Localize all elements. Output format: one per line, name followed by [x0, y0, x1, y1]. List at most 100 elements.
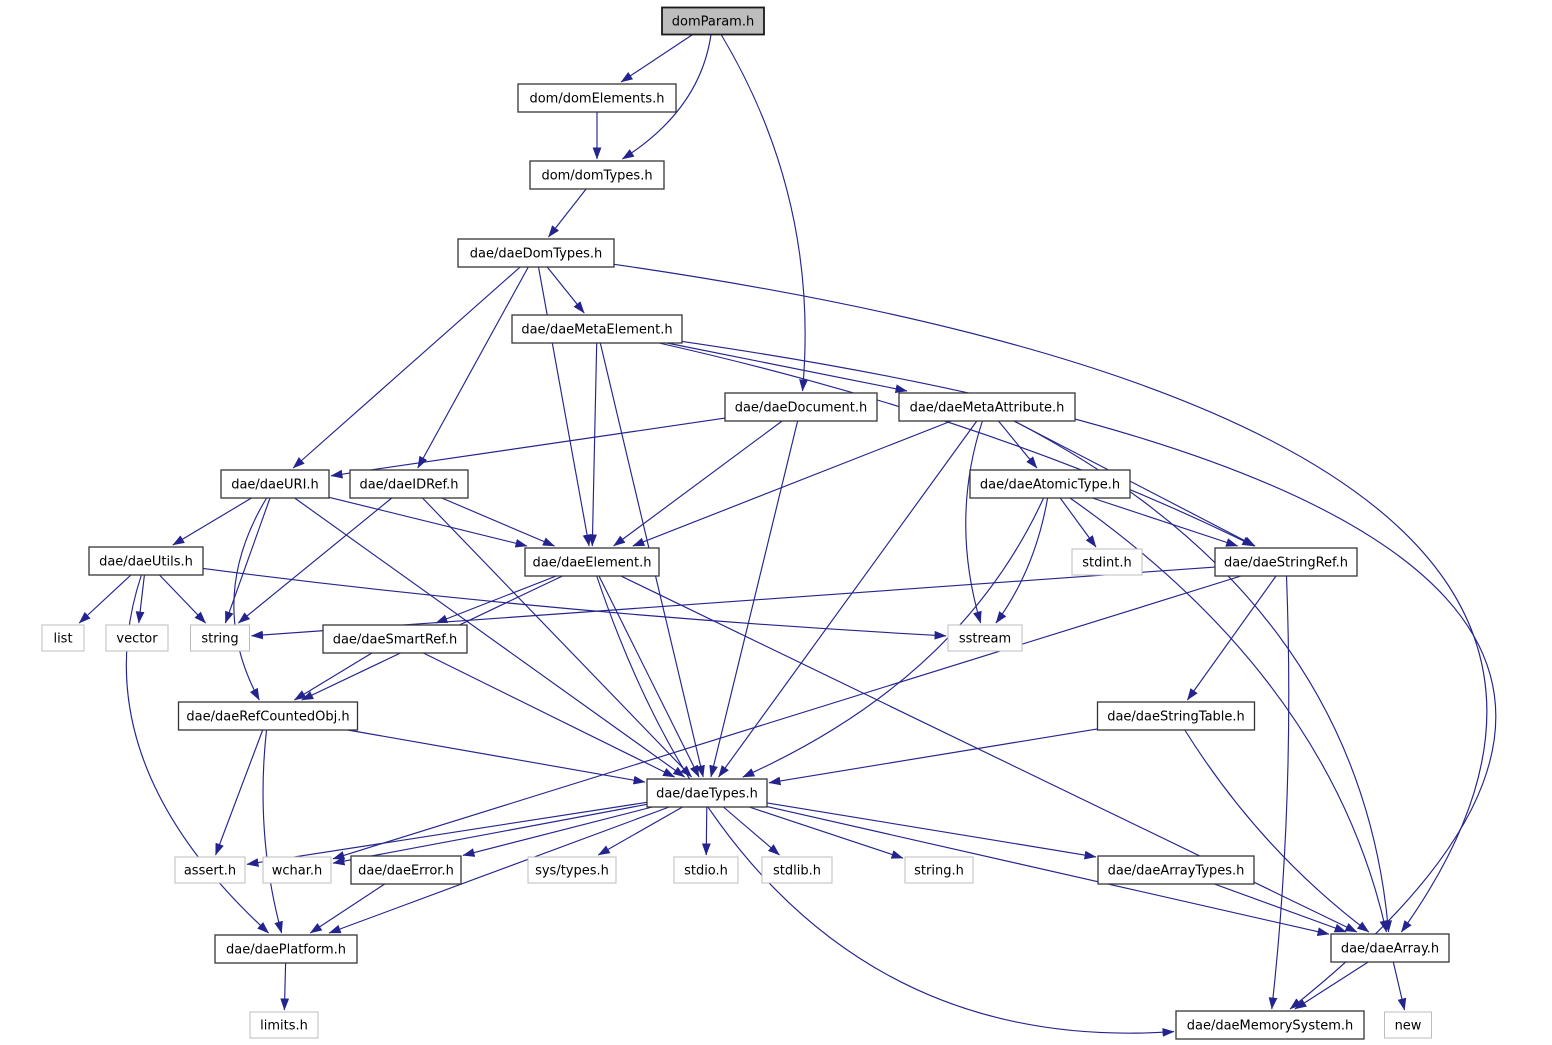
edge-daeURI-daeElement — [328, 496, 528, 548]
node-daeError[interactable]: dae/daeError.h — [350, 855, 462, 885]
node-daeStringRef[interactable]: dae/daeStringRef.h — [1214, 547, 1358, 577]
node-sstream: sstream — [947, 624, 1023, 652]
node-daeArrayTypes[interactable]: dae/daeArrayTypes.h — [1097, 855, 1255, 885]
node-daeStringTable[interactable]: dae/daeStringTable.h — [1096, 701, 1256, 731]
node-daeMemorySystem[interactable]: dae/daeMemorySystem.h — [1175, 1010, 1365, 1040]
node-label-sstream: sstream — [959, 632, 1011, 647]
node-daeRefCountedObj[interactable]: dae/daeRefCountedObj.h — [177, 701, 359, 731]
node-daeDocument[interactable]: dae/daeDocument.h — [724, 392, 878, 422]
edge-daeTypes-daeError — [462, 806, 653, 857]
node-stdio: stdio.h — [673, 856, 739, 884]
node-label-daeElement: dae/daeElement.h — [532, 556, 651, 571]
node-wchar: wchar.h — [262, 856, 332, 884]
node-list: list — [41, 624, 85, 652]
node-daeMetaAttribute[interactable]: dae/daeMetaAttribute.h — [898, 392, 1076, 422]
edge-daeStringRef-daeMemorySystem — [1268, 575, 1290, 1010]
edge-daeRefCountedObj-assert — [215, 729, 264, 856]
edge-daeMetaAttribute-daeAtomicType — [998, 420, 1038, 469]
edge-daeIDRef-string — [238, 497, 393, 624]
node-label-daeTypes: dae/daeTypes.h — [656, 787, 758, 802]
edge-daeUtils-string — [159, 574, 207, 624]
edge-daeDomTypes-daeArray — [613, 263, 1488, 933]
edge-daeSmartRef-daeTypes — [423, 652, 676, 778]
node-daeURI[interactable]: dae/daeURI.h — [220, 469, 330, 499]
node-label-domTypes: dom/domTypes.h — [541, 169, 652, 184]
node-new: new — [1384, 1011, 1432, 1039]
node-label-daeRefCountedObj: dae/daeRefCountedObj.h — [186, 710, 349, 725]
edge-daeUtils-list — [78, 574, 132, 624]
node-label-stringH: string.h — [914, 864, 964, 879]
node-limits: limits.h — [249, 1011, 319, 1039]
edge-daeTypes-daeArrayTypes — [766, 802, 1097, 860]
edge-daeMetaElement-daeStringRef — [658, 342, 1255, 547]
node-label-daePlatform: dae/daePlatform.h — [226, 943, 346, 958]
node-label-list: list — [53, 632, 72, 647]
node-domElements[interactable]: dom/domElements.h — [517, 83, 677, 113]
node-daeArray[interactable]: dae/daeArray.h — [1330, 933, 1450, 963]
edge-daeURI-daeRefCountedObj — [233, 497, 268, 701]
edge-daeDocument-daeElement — [613, 420, 783, 547]
node-domParam: domParam.h — [661, 6, 765, 36]
edge-daeElement-daeMemorySystem — [596, 575, 1175, 1037]
edge-daeStringTable-daeTypes — [768, 728, 1098, 786]
node-daeMetaElement[interactable]: dae/daeMetaElement.h — [511, 314, 683, 344]
node-daeElement[interactable]: dae/daeElement.h — [524, 547, 660, 577]
node-label-daeArrayTypes: dae/daeArrayTypes.h — [1108, 864, 1245, 879]
node-label-daeArray: dae/daeArray.h — [1341, 942, 1439, 957]
edge-daeError-daePlatform — [309, 883, 386, 934]
node-stringH: string.h — [904, 856, 974, 884]
node-daePlatform[interactable]: dae/daePlatform.h — [214, 934, 358, 964]
node-label-assert: assert.h — [184, 864, 236, 879]
node-sysTypes: sys/types.h — [527, 856, 617, 884]
node-string: string — [190, 624, 250, 652]
node-label-wchar: wchar.h — [272, 864, 323, 879]
node-domTypes[interactable]: dom/domTypes.h — [529, 160, 665, 190]
edge-daeAtomicType-daeTypes — [742, 497, 1045, 778]
node-vector: vector — [105, 624, 169, 652]
edge-domParam-domElements — [620, 34, 694, 83]
edge-domTypes-daeDomTypes — [548, 188, 587, 238]
edge-daeArrayTypes-daeArray — [1214, 883, 1347, 933]
edge-daeRefCountedObj-daePlatform — [262, 729, 283, 934]
node-daeUtils[interactable]: dae/daeUtils.h — [88, 546, 204, 576]
node-daeTypes[interactable]: dae/daeTypes.h — [646, 778, 768, 808]
edge-daeAtomicType-daeStringRef — [1092, 497, 1239, 547]
node-label-daeStringRef: dae/daeStringRef.h — [1224, 556, 1348, 571]
node-daeSmartRef[interactable]: dae/daeSmartRef.h — [322, 624, 468, 654]
node-label-stdint: stdint.h — [1082, 556, 1131, 571]
edge-daeUtils-sstream — [202, 567, 947, 640]
node-label-daeMetaElement: dae/daeMetaElement.h — [521, 323, 672, 338]
edge-daeMetaAttribute-daeElement — [632, 420, 952, 547]
edge-daeArray-daeMemorySystem — [1294, 961, 1369, 1010]
node-label-daeUtils: dae/daeUtils.h — [99, 555, 193, 570]
edge-daeTypes-stdlib — [723, 806, 780, 856]
node-assert: assert.h — [174, 856, 246, 884]
edge-daeStringTable-daeArray — [1184, 729, 1370, 933]
edge-domParam-domTypes — [621, 34, 712, 160]
edge-daeMetaAttribute-sstream — [965, 420, 983, 624]
node-label-daeAtomicType: dae/daeAtomicType.h — [980, 478, 1120, 493]
node-label-daeStringTable: dae/daeStringTable.h — [1107, 710, 1245, 725]
edge-daeTypes-wchar — [332, 803, 648, 866]
node-label-daeURI: dae/daeURI.h — [231, 478, 319, 493]
edge-daeUtils-vector — [135, 574, 145, 624]
node-label-daeMemorySystem: dae/daeMemorySystem.h — [1187, 1019, 1354, 1034]
edge-daeArray-new — [1392, 961, 1407, 1011]
edge-daeDocument-daeTypes — [709, 420, 799, 778]
node-daeAtomicType[interactable]: dae/daeAtomicType.h — [969, 469, 1131, 499]
edge-daeMetaElement-daeMemorySystem — [681, 340, 1497, 1010]
node-label-stdio: stdio.h — [684, 864, 728, 879]
edge-daeTypes-assert — [246, 801, 648, 867]
edge-daeAtomicType-stdint — [1059, 497, 1097, 548]
edge-daeStringRef-wchar — [332, 575, 1242, 860]
edge-daeURI-daeUtils — [172, 497, 252, 546]
edge-daeTypes-sysTypes — [597, 806, 683, 856]
node-label-daeMetaAttribute: dae/daeMetaAttribute.h — [910, 401, 1065, 416]
edge-daeDomTypes-daeElement — [537, 266, 592, 547]
edge-daeIDRef-daeTypes — [422, 497, 693, 778]
node-daeIDRef[interactable]: dae/daeIDRef.h — [349, 469, 469, 499]
node-daeDomTypes[interactable]: dae/daeDomTypes.h — [457, 238, 615, 268]
edge-daeDomTypes-daeIDRef — [417, 266, 529, 469]
node-label-daeSmartRef: dae/daeSmartRef.h — [333, 633, 458, 648]
